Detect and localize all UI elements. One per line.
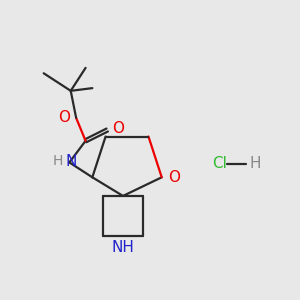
Text: N: N	[65, 154, 76, 169]
Text: NH: NH	[112, 240, 134, 255]
Text: O: O	[58, 110, 70, 125]
Text: H: H	[250, 156, 262, 171]
Text: O: O	[169, 170, 181, 185]
Text: O: O	[112, 121, 124, 136]
Text: H: H	[53, 154, 63, 168]
Text: Cl: Cl	[212, 156, 227, 171]
